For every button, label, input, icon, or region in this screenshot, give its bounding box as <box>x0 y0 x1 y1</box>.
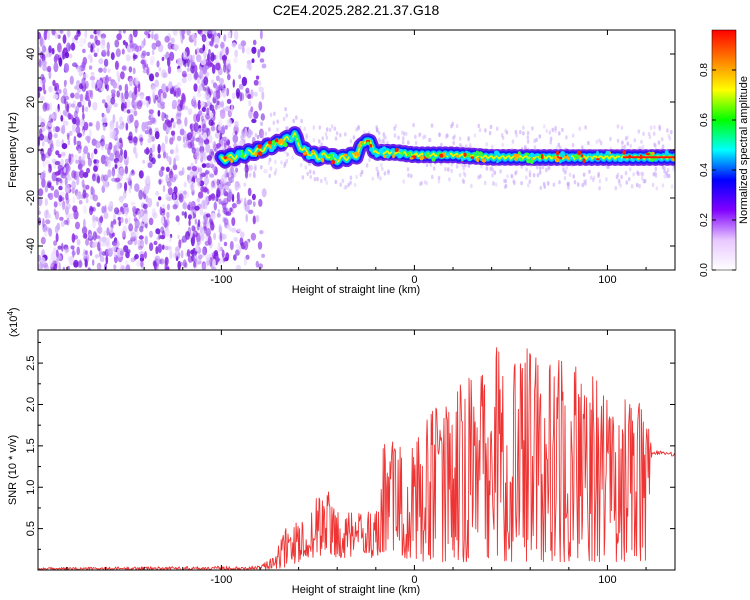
snr-scale-label: (x104) <box>6 307 20 337</box>
snr-series-line <box>38 347 675 570</box>
colorbar-scale <box>711 29 737 271</box>
x-tick-label: -100 <box>210 574 232 586</box>
spectrogram-y-label: Frequency (Hz) <box>7 112 19 188</box>
x-tick-label: 100 <box>598 274 616 286</box>
y-tick-label: 1.5 <box>25 438 37 453</box>
spectrogram-panel: -100 0 100 40 20 0 -20 -40 Height of straight … <box>7 29 676 296</box>
x-tick-label: -100 <box>210 274 232 286</box>
y-tick-label: 20 <box>25 96 37 108</box>
colorbar-tick-label: 0.2 <box>699 213 710 227</box>
colorbar-tick-label: 0.0 <box>699 263 710 277</box>
ridge-blobs <box>223 134 675 165</box>
spectrogram-x-ticks: -100 0 100 <box>66 30 647 286</box>
colorbar-tick-label: 0.4 <box>699 163 710 177</box>
snr-x-ticks: -100 0 100 <box>66 330 647 586</box>
colorbar-tick-label: 0.8 <box>699 63 710 77</box>
colorbar-tick-label: 0.6 <box>699 113 710 127</box>
x-tick-label: 0 <box>411 274 417 286</box>
y-tick-label: -20 <box>25 190 37 206</box>
x-tick-label: 0 <box>411 574 417 586</box>
chart-title: C2E4.2025.282.21.37.G18 <box>273 2 440 18</box>
y-tick-label: -40 <box>25 238 37 254</box>
y-tick-label: 2.0 <box>25 397 37 412</box>
spectrogram-x-label: Height of straight line (km) <box>292 284 420 296</box>
snr-panel: -100 0 100 0.5 1.0 1.5 2.0 2.5 Height of strai… <box>6 307 676 596</box>
spectrogram-y-ticks: 40 20 0 -20 -40 <box>25 29 675 271</box>
snr-frame <box>37 329 676 571</box>
y-tick-label: 1.0 <box>25 480 37 495</box>
colorbar-ticks: 0.0 0.2 0.4 0.6 0.8 <box>699 63 736 277</box>
snr-y-label: SNR (10 * v/v) <box>7 435 19 505</box>
y-tick-label: 0 <box>25 147 37 153</box>
snr-x-label: Height of straight line (km) <box>292 584 420 596</box>
y-tick-label: 40 <box>25 48 37 60</box>
snr-y-ticks: 0.5 1.0 1.5 2.0 2.5 <box>25 341 675 550</box>
y-tick-label: 2.5 <box>25 355 37 370</box>
y-tick-label: 0.5 <box>25 521 37 536</box>
colorbar-label: Normalized spectral amplitude <box>738 76 750 224</box>
snr-plot-area <box>38 347 675 570</box>
noise-speckle <box>38 30 268 270</box>
colorbar: 0.0 0.2 0.4 0.6 0.8 Normalized spectral ampl… <box>699 29 750 277</box>
x-tick-label: 100 <box>598 574 616 586</box>
spectrogram-image <box>38 30 675 270</box>
